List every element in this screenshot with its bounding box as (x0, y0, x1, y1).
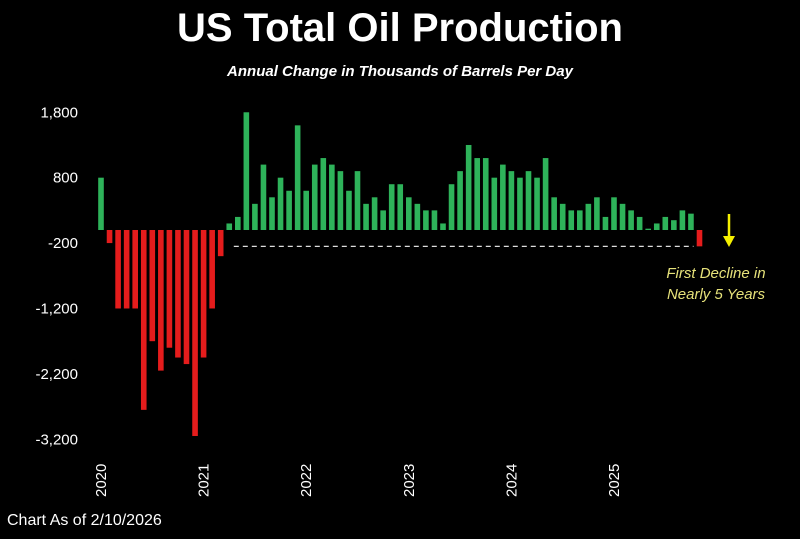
down-arrow-head-icon (723, 236, 735, 247)
bar (269, 197, 275, 230)
bar (645, 228, 651, 230)
bar (577, 210, 583, 230)
bar (140, 230, 147, 410)
bar (619, 203, 626, 230)
bar (123, 230, 130, 309)
bar (406, 197, 412, 230)
bar (132, 230, 138, 309)
x-tick-label: 2020 (93, 464, 110, 497)
bar (277, 177, 284, 230)
bar (217, 230, 224, 257)
bar (662, 216, 669, 230)
bar (508, 171, 515, 230)
bar (423, 210, 429, 230)
bar (294, 125, 301, 230)
x-tick-label: 2024 (503, 464, 520, 497)
bar (320, 158, 327, 230)
bar (183, 230, 190, 365)
bar (517, 177, 523, 230)
bar (611, 197, 617, 230)
bar (679, 210, 686, 230)
bar (465, 144, 472, 230)
y-tick-label: 1,800 (40, 104, 78, 121)
bar (200, 230, 207, 358)
bar (252, 203, 258, 230)
bar (115, 230, 121, 309)
bar (585, 203, 592, 230)
bar (500, 164, 506, 230)
bar (482, 158, 489, 230)
bar (653, 223, 660, 230)
bar (286, 190, 292, 230)
bar (474, 158, 480, 230)
bar (551, 197, 557, 230)
chart-date-footnote: Chart As of 2/10/2026 (7, 512, 162, 529)
bar (542, 158, 549, 230)
bar (98, 177, 104, 230)
bar (303, 190, 309, 230)
bar (388, 184, 395, 230)
bar (594, 197, 600, 230)
bar (235, 216, 241, 230)
bar (337, 171, 344, 230)
bar (525, 171, 532, 230)
y-tick-label: -2,200 (35, 366, 78, 383)
bar (696, 230, 703, 247)
bar (166, 230, 173, 348)
bar (371, 197, 378, 230)
bar (354, 171, 361, 230)
bar (226, 223, 233, 230)
bar (636, 216, 643, 230)
x-tick-label: 2021 (196, 464, 213, 497)
bar (106, 230, 113, 244)
annotation-text: First Decline in Nearly 5 Years (666, 265, 766, 303)
bar (346, 190, 352, 230)
bar (209, 230, 215, 309)
y-tick-label: -200 (48, 235, 78, 252)
bar (628, 210, 634, 230)
y-tick-label: -1,200 (35, 300, 78, 317)
bar (363, 203, 369, 230)
bar (431, 210, 438, 230)
bar (568, 210, 575, 230)
bar (559, 203, 566, 230)
bar (311, 164, 318, 230)
bar (457, 171, 463, 230)
bar (149, 230, 156, 342)
bar (175, 230, 181, 358)
bar (491, 177, 498, 230)
bar (688, 213, 694, 230)
bar (329, 164, 335, 230)
y-tick-label: 800 (53, 170, 78, 187)
chart-subtitle: Annual Change in Thousands of Barrels Pe… (227, 63, 573, 80)
x-tick-label: 2022 (298, 464, 315, 497)
bar (534, 177, 540, 230)
bar (671, 220, 677, 230)
x-tick-label: 2025 (606, 464, 623, 497)
bar (397, 184, 404, 230)
bar (260, 164, 267, 230)
bar (243, 112, 250, 230)
bar (440, 223, 446, 230)
bar (158, 230, 164, 371)
bar (380, 210, 386, 230)
y-tick-label: -3,200 (35, 431, 78, 448)
bar (602, 216, 609, 230)
chart-title: US Total Oil Production (177, 6, 623, 50)
x-tick-label: 2023 (401, 464, 418, 497)
bar (192, 230, 198, 437)
bar (448, 184, 455, 230)
bar (414, 203, 421, 230)
